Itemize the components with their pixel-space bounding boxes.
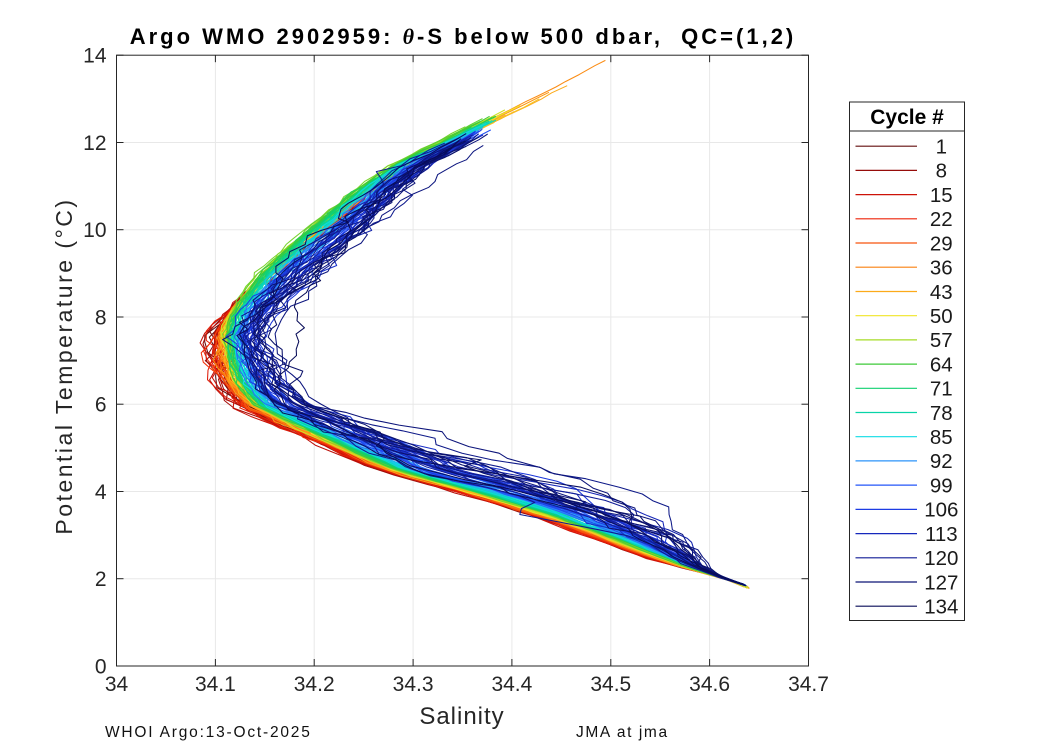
svg-text:34.6: 34.6 (689, 673, 730, 696)
svg-text:34.7: 34.7 (788, 673, 829, 696)
svg-text:127: 127 (924, 571, 958, 594)
svg-text:92: 92 (930, 450, 953, 473)
svg-text:34: 34 (105, 673, 129, 696)
svg-text:50: 50 (930, 305, 953, 328)
svg-text:36: 36 (930, 257, 953, 280)
svg-text:4: 4 (95, 481, 107, 504)
svg-text:0: 0 (95, 656, 107, 679)
svg-text:2: 2 (95, 568, 107, 591)
svg-text:134: 134 (924, 596, 958, 619)
svg-text:78: 78 (930, 402, 953, 425)
svg-text:43: 43 (930, 281, 953, 304)
svg-text:6: 6 (95, 394, 107, 417)
svg-text:29: 29 (930, 232, 953, 255)
svg-text:1: 1 (936, 136, 947, 159)
svg-text:57: 57 (930, 329, 953, 352)
svg-text:8: 8 (936, 160, 947, 183)
svg-text:85: 85 (930, 426, 953, 449)
svg-text:15: 15 (930, 184, 953, 207)
svg-text:71: 71 (930, 378, 953, 401)
svg-text:34.1: 34.1 (195, 673, 236, 696)
svg-text:106: 106 (924, 499, 958, 522)
svg-text:Cycle #: Cycle # (870, 106, 944, 129)
svg-text:34.4: 34.4 (491, 673, 532, 696)
svg-text:64: 64 (930, 353, 953, 376)
svg-text:14: 14 (83, 45, 107, 68)
svg-text:12: 12 (83, 132, 106, 155)
svg-text:99: 99 (930, 474, 953, 497)
svg-text:10: 10 (83, 219, 106, 242)
svg-text:Potential Temperature (°C): Potential Temperature (°C) (51, 197, 77, 534)
svg-text:Argo WMO 2902959: θ-S below 50: Argo WMO 2902959: θ-S below 500 dbar, QC… (130, 24, 797, 49)
svg-text:WHOI Argo:13-Oct-2025: WHOI Argo:13-Oct-2025 (105, 724, 312, 741)
svg-text:120: 120 (924, 547, 958, 570)
svg-text:8: 8 (95, 307, 107, 330)
svg-text:22: 22 (930, 208, 953, 231)
svg-text:34.5: 34.5 (590, 673, 631, 696)
svg-text:Salinity: Salinity (419, 703, 504, 730)
svg-text:JMA at jma: JMA at jma (576, 724, 669, 741)
svg-text:34.3: 34.3 (393, 673, 434, 696)
svg-text:34.2: 34.2 (294, 673, 335, 696)
svg-text:113: 113 (925, 523, 958, 546)
